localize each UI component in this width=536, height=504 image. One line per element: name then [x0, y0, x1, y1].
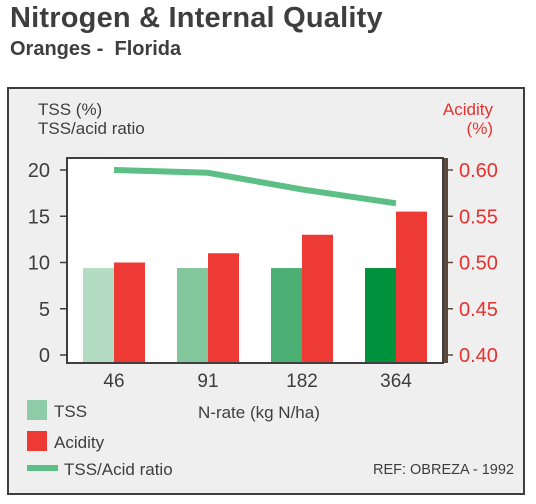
legend-swatch-tss: [27, 400, 47, 420]
x-axis-label: N-rate (kg N/ha): [198, 403, 320, 422]
legend-label-tss: TSS: [54, 402, 87, 421]
tss-bar-182: [271, 268, 302, 363]
left-axis-label-line1: TSS (%): [38, 100, 102, 119]
left-tick-label-10: 10: [28, 253, 50, 275]
left-axis-label-line2: TSS/acid ratio: [38, 119, 145, 138]
tss-bar-364: [365, 268, 396, 363]
left-tick-label-20: 20: [28, 160, 50, 182]
right-tick-label-0.40: 0.40: [459, 345, 498, 367]
page-title: Nitrogen & Internal Quality: [10, 2, 383, 34]
x-tick-label-91: 91: [197, 371, 218, 392]
left-tick-label-15: 15: [28, 206, 50, 228]
page-subtitle: Oranges - Florida: [10, 38, 182, 60]
x-tick-label-182: 182: [286, 371, 318, 392]
legend-label-tss-acid-ratio: TSS/Acid ratio: [64, 460, 173, 479]
right-axis-label-line1: Acidity: [443, 100, 494, 119]
plot-frame: [66, 157, 444, 364]
left-tick-label-5: 5: [39, 299, 50, 321]
acidity-bar-364: [396, 211, 427, 363]
right-tick-label-0.60: 0.60: [459, 160, 498, 182]
right-tick-label-0.55: 0.55: [459, 206, 498, 228]
tss-bar-46: [83, 268, 114, 363]
right-tick-label-0.50: 0.50: [459, 253, 498, 275]
left-tick-label-0: 0: [39, 345, 50, 367]
right-axis-label-line2: (%): [467, 119, 493, 138]
acidity-bar-182: [302, 234, 333, 363]
tss-acid-ratio-line: [113, 167, 397, 207]
reference-note: REF: OBREZA - 1992: [373, 462, 514, 478]
right-tick-label-0.45: 0.45: [459, 299, 498, 321]
legend-label-acidity: Acidity: [54, 433, 105, 452]
acidity-bar-91: [208, 253, 239, 363]
x-tick-label-46: 46: [103, 371, 124, 392]
legend-swatch-acidity: [27, 431, 47, 451]
x-tick-label-364: 364: [380, 371, 412, 392]
acidity-bar-46: [114, 262, 145, 363]
tss-bar-91: [177, 268, 208, 363]
